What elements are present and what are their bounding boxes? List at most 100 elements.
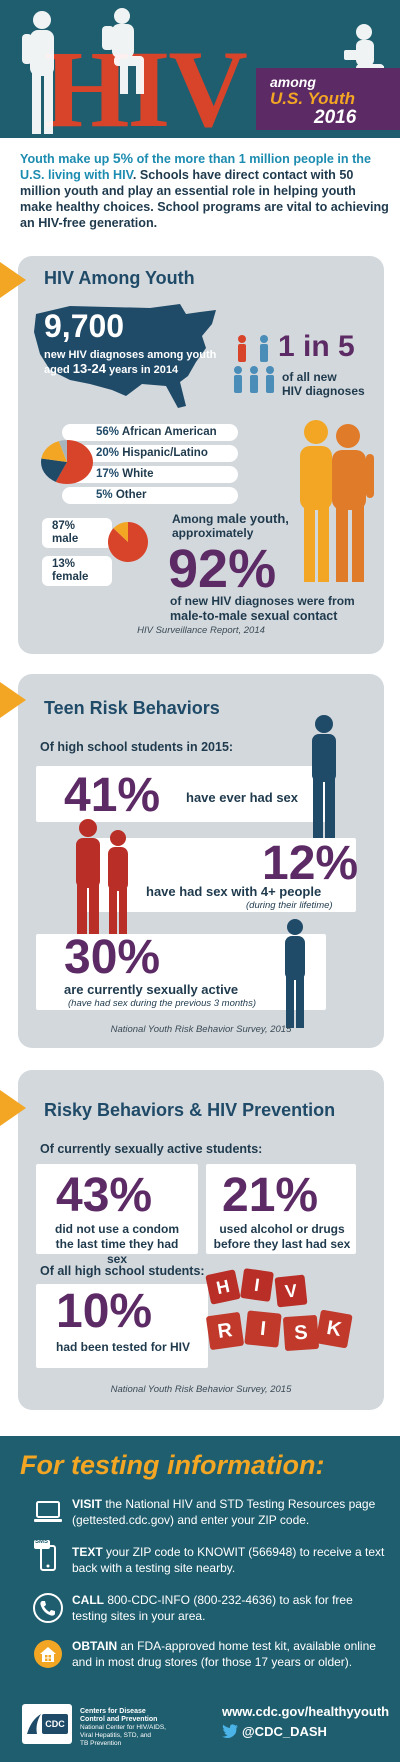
visit-verb: VISIT: [72, 1497, 103, 1511]
teen-couple-silhouette-icon: [76, 819, 128, 950]
obtain-verb: OBTAIN: [72, 1639, 118, 1653]
stat-21-box: [206, 1164, 356, 1254]
race-bar-1: 20% Hispanic/Latino: [62, 445, 238, 462]
intro-paragraph: Youth make up 5% of the more than 1 mill…: [20, 150, 390, 231]
pie-race-slice-3: [58, 440, 67, 462]
note-30: (have had sex during the previous 3 mont…: [68, 998, 256, 1009]
die-r: R: [205, 1311, 245, 1351]
footer-item-visit: VISIT the National HIV and STD Testing R…: [72, 1496, 390, 1528]
diagnoses-desc: new HIV diagnoses among youth aged 13-24…: [44, 348, 216, 377]
of-all-new-diagnoses: of all new HIV diagnoses: [282, 370, 365, 398]
visit-text: the National HIV and STD Testing Resourc…: [72, 1497, 376, 1527]
pie-race-slice-1: [41, 458, 67, 482]
desc-10: had been tested for HIV: [56, 1340, 191, 1354]
of-all-line1: of all new: [282, 370, 337, 384]
section3-lead1: Of currently sexually active students:: [40, 1142, 263, 1156]
race-label: Hispanic/Latino: [122, 447, 208, 459]
race-label: Other: [115, 489, 147, 501]
race-bar-2: 17% White: [62, 466, 238, 483]
race-label: White: [122, 468, 154, 480]
hiv-risk-dice-icon: H I V R I S K: [202, 1268, 353, 1366]
desc-43-line1: did not use a condom: [54, 1222, 179, 1236]
call-text: 800-CDC-INFO (800-232-4636) to ask for f…: [72, 1593, 353, 1623]
age-range: 13-24: [72, 361, 106, 376]
section3-title: Risky Behaviors & HIV Prevention: [44, 1100, 336, 1120]
pct-21: 21%: [222, 1169, 319, 1222]
race-bar-3: 5% Other: [62, 487, 238, 504]
note-12: (during their lifetime): [246, 900, 333, 911]
diagnoses-desc-pre: aged: [44, 364, 73, 376]
race-pct: 20%: [96, 447, 120, 459]
year-label: 2016: [314, 107, 357, 128]
of-all-line2: HIV diagnoses: [282, 384, 365, 398]
stat-43-box: [36, 1164, 198, 1254]
cdc-line4: Viral Hepatitis, STD, and: [80, 1732, 152, 1739]
student-silhouette-icon: [22, 11, 54, 134]
sms-badge: SMS: [35, 1539, 49, 1545]
die-h: H: [205, 1269, 241, 1305]
pct-12: 12%: [262, 837, 359, 890]
text-verb: TEXT: [72, 1545, 103, 1559]
two-men-silhouette-icon: [300, 420, 374, 582]
section1-title: HIV Among Youth: [44, 268, 195, 288]
race-label: African American: [121, 426, 217, 438]
footer-title: For testing information:: [20, 1450, 325, 1480]
desc-21-line2: before they last had sex: [213, 1237, 351, 1251]
phone-sms-icon: [34, 1540, 56, 1571]
male-label: male: [52, 533, 79, 545]
cdc-logo-text: CDC: [42, 1714, 68, 1734]
among-male-pre: Among: [172, 512, 217, 526]
section2-lead: Of high school students in 2015:: [40, 740, 234, 754]
cdc-line3: National Center for HIV/AIDS,: [80, 1724, 166, 1731]
diagnoses-count: 9,700: [44, 308, 125, 344]
hhs-eagle-icon: [27, 1714, 41, 1734]
section3-source: National Youth Risk Behavior Survey, 201…: [110, 1384, 292, 1395]
pct-30: 30%: [64, 931, 161, 984]
twitter-bird-icon: [222, 1724, 238, 1738]
teen-boy-silhouette-icon: [312, 715, 336, 838]
new-diag-line2: male-to-male sexual contact: [170, 609, 338, 623]
text-text: your ZIP code to KNOWIT (566948) to rece…: [72, 1545, 385, 1575]
die-v: V: [274, 1274, 308, 1308]
cdc-logo: CDC: [22, 1704, 72, 1744]
die-i2: I: [244, 1310, 282, 1348]
male-box: 87% male: [42, 518, 112, 548]
stat-41-box: [36, 766, 326, 822]
footer-testing-info: For testing information: VISIT the Natio…: [0, 1436, 400, 1762]
footer-item-call: CALL 800-CDC-INFO (800-232-4636) to ask …: [72, 1592, 390, 1624]
call-verb: CALL: [72, 1593, 104, 1607]
obtain-text: an FDA-approved home test kit, available…: [72, 1639, 376, 1669]
intro-hl-1: 5%: [112, 150, 134, 166]
header-banner: HIV among U.S. Youth 2016: [0, 0, 400, 138]
race-pie-chart: [41, 440, 93, 484]
among-label: among: [270, 74, 316, 90]
desc-30: are currently sexually active: [64, 982, 239, 997]
female-box: 13% female: [42, 556, 112, 586]
male-to-male-desc: of new HIV diagnoses were from male-to-m…: [170, 594, 355, 624]
race-pct: 56%: [96, 426, 120, 438]
desc-43: did not use a condom the last time they …: [44, 1222, 190, 1267]
pie-race-slice-0: [55, 440, 93, 484]
cdc-line5: TB Prevention: [80, 1740, 122, 1747]
footer-bottom: CDC Centers for Disease Control and Prev…: [0, 1692, 400, 1762]
website-link[interactable]: www.cdc.gov/healthyyouth: [222, 1704, 390, 1719]
pct-41: 41%: [64, 769, 161, 822]
male-pct: 87%: [52, 520, 76, 532]
desc-21: used alcohol or drugs before they last h…: [208, 1222, 356, 1252]
cdc-line2: Control and Prevention: [80, 1716, 158, 1723]
section-marker: [0, 1090, 26, 1126]
telephone-icon: [33, 1593, 63, 1623]
twitter-handle-text: @CDC_DASH: [242, 1724, 327, 1739]
intro-text-2: of the more than: [133, 152, 239, 166]
female-pct: 13%: [52, 558, 76, 570]
race-pct: 17%: [96, 468, 120, 480]
hiv-title: HIV: [44, 28, 248, 138]
among-male-hl: male youth,: [216, 511, 289, 526]
among-us-youth-badge: among U.S. Youth 2016: [256, 68, 400, 130]
twitter-handle[interactable]: @CDC_DASH: [222, 1724, 327, 1739]
five-people-icon: [234, 335, 274, 393]
intro-hl-2: 1 million people in the U.S. living with…: [20, 152, 371, 182]
stat-10-box: [36, 1284, 208, 1368]
pct-43: 43%: [56, 1169, 153, 1222]
pct-92: 92%: [168, 539, 277, 599]
